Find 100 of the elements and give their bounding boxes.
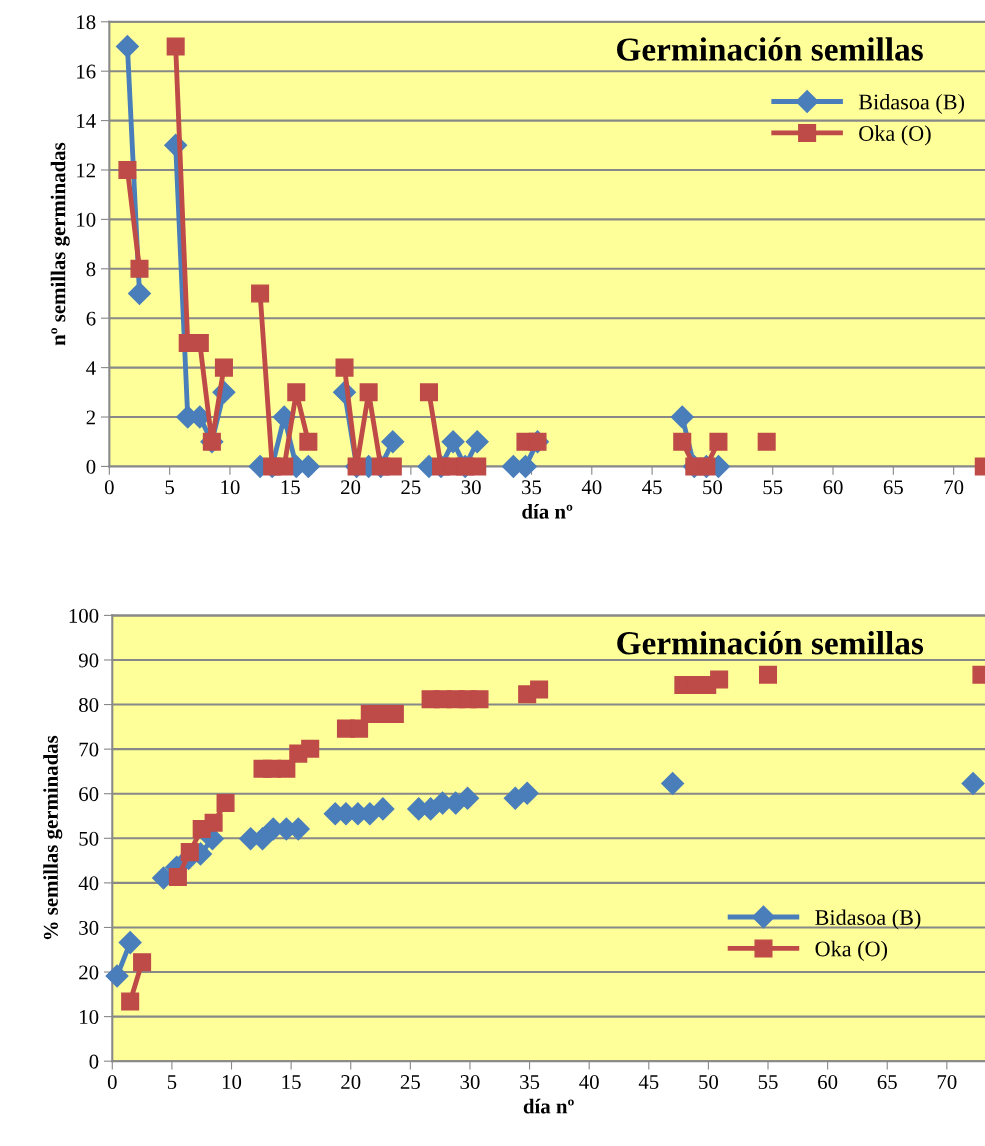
point xyxy=(709,432,728,451)
point xyxy=(381,430,405,454)
x-tick-label: 5 xyxy=(167,1075,177,1090)
x-tick-label: 35 xyxy=(520,1075,540,1090)
x-tick-label: 50 xyxy=(703,480,723,495)
y-tick-label: 100 xyxy=(69,608,99,623)
point xyxy=(130,259,149,278)
x-tick-label: 40 xyxy=(581,480,602,495)
point xyxy=(133,953,152,972)
point xyxy=(441,430,465,454)
x-tick-label: 40 xyxy=(579,1074,599,1090)
point xyxy=(468,457,487,476)
legend-label: Oka (O) xyxy=(815,940,888,961)
x-tick-label: 0 xyxy=(107,1074,117,1090)
x-tick-label: 20 xyxy=(341,1074,361,1090)
point xyxy=(287,383,306,402)
point xyxy=(299,432,318,451)
y-tick-label: 0 xyxy=(89,1054,99,1069)
point xyxy=(105,964,129,988)
x-tick-label: 10 xyxy=(222,1074,242,1090)
point xyxy=(251,284,270,303)
point xyxy=(359,383,378,402)
x-tick-label: 25 xyxy=(400,1075,420,1090)
y-tick-label: 18 xyxy=(77,15,96,30)
y-tick-label: 80 xyxy=(79,697,99,712)
y-tick-label: 16 xyxy=(77,64,96,79)
point xyxy=(710,670,729,689)
chart-title: Germinación semillas xyxy=(617,630,924,655)
y-tick-label: 40 xyxy=(78,876,99,891)
y-tick-label: 20 xyxy=(79,965,99,980)
point xyxy=(118,931,142,955)
point xyxy=(214,358,233,377)
point xyxy=(470,690,489,709)
point xyxy=(277,759,296,778)
point xyxy=(515,781,539,805)
x-tick-label: 60 xyxy=(818,1074,838,1090)
y-tick-label: 30 xyxy=(79,920,99,935)
x-tick-label: 70 xyxy=(944,480,964,495)
y-tick-label: 2 xyxy=(86,410,95,425)
point xyxy=(661,771,685,795)
point xyxy=(275,457,294,476)
point xyxy=(961,771,985,795)
x-tick-label: 20 xyxy=(341,480,361,495)
point xyxy=(530,680,549,699)
y-tick-label: 8 xyxy=(86,262,96,277)
point xyxy=(383,457,402,476)
point xyxy=(758,665,778,684)
x-axis-title: día nº xyxy=(523,1098,574,1114)
point xyxy=(670,405,694,429)
y-tick-label: 12 xyxy=(77,163,95,178)
point xyxy=(216,794,235,813)
chart-title: Germinación semillas xyxy=(617,37,923,61)
point xyxy=(673,432,692,451)
x-tick-label: 25 xyxy=(401,480,421,495)
y-tick-label: 60 xyxy=(79,787,99,802)
y-tick-label: 10 xyxy=(80,1009,99,1025)
point xyxy=(465,430,489,454)
point xyxy=(371,797,395,821)
x-tick-label: 65 xyxy=(883,480,903,495)
x-tick-label: 65 xyxy=(877,1075,897,1090)
y-tick-label: 4 xyxy=(86,361,96,375)
y-tick-label: 90 xyxy=(78,653,99,668)
x-tick-label: 60 xyxy=(823,480,843,495)
x-tick-label: 30 xyxy=(460,1074,480,1090)
x-tick-label: 30 xyxy=(461,480,481,495)
point xyxy=(204,813,223,832)
y-axis-title: % semillas germinadas xyxy=(43,735,63,940)
y-tick-label: 0 xyxy=(86,459,96,474)
legend-label: Bidasoa (B) xyxy=(858,93,965,115)
y-tick-label: 50 xyxy=(79,831,99,846)
y-tick-label: 70 xyxy=(79,742,99,757)
x-tick-label: 35 xyxy=(522,480,542,495)
x-tick-label: 10 xyxy=(221,480,240,495)
x-tick-label: 45 xyxy=(638,1075,659,1090)
legend-label: Oka (O) xyxy=(859,125,931,146)
y-tick-label: 14 xyxy=(77,114,96,128)
point xyxy=(121,992,140,1011)
x-tick-label: 55 xyxy=(758,1075,778,1090)
point xyxy=(301,739,320,758)
x-tick-label: 0 xyxy=(104,480,114,495)
point xyxy=(118,160,137,180)
x-tick-label: 70 xyxy=(937,1074,957,1090)
point xyxy=(115,34,139,58)
y-tick-label: 10 xyxy=(77,212,96,227)
x-tick-label: 50 xyxy=(699,1074,719,1090)
point xyxy=(350,719,369,738)
point xyxy=(166,37,185,56)
x-tick-label: 45 xyxy=(642,480,662,495)
point xyxy=(127,282,151,306)
y-tick-label: 6 xyxy=(86,311,96,326)
point xyxy=(168,868,187,887)
point xyxy=(456,786,480,810)
x-tick-label: 15 xyxy=(281,480,300,495)
y-axis-title: nº semillas germinadas xyxy=(50,142,70,346)
x-tick-label: 15 xyxy=(282,1075,301,1090)
point xyxy=(757,432,776,451)
point xyxy=(180,843,199,862)
point xyxy=(419,383,438,402)
x-tick-label: 5 xyxy=(165,480,175,495)
legend-label: Bidasoa (B) xyxy=(815,909,921,930)
